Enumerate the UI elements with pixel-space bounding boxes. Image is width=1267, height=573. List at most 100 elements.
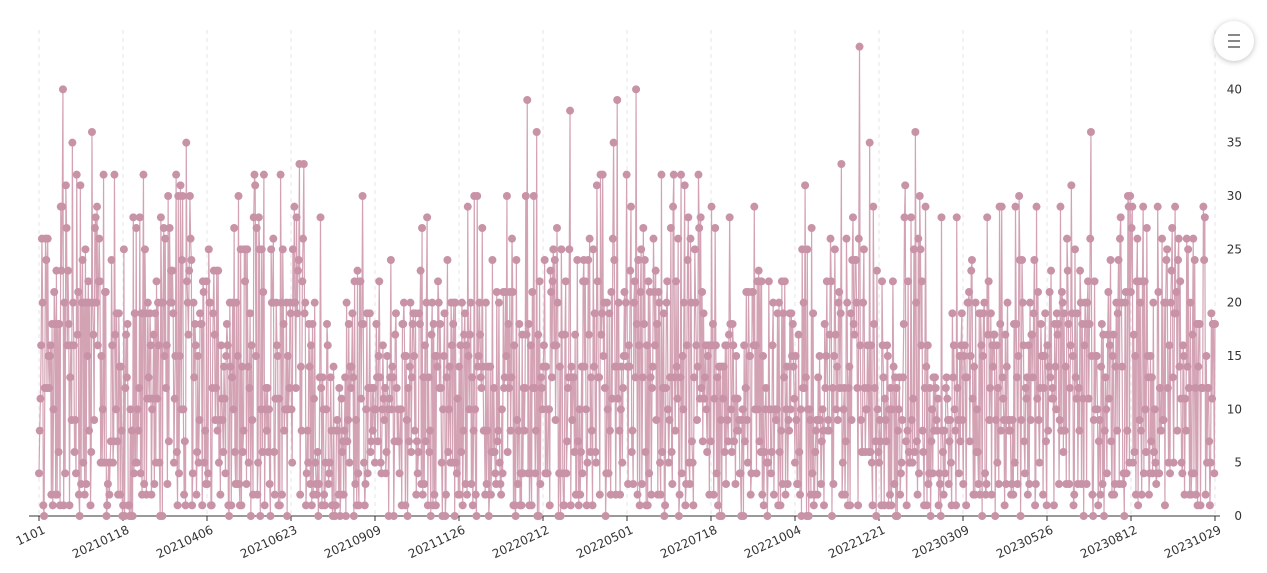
data-point bbox=[1031, 501, 1040, 510]
data-point bbox=[656, 490, 665, 499]
data-point bbox=[1059, 448, 1068, 456]
data-point bbox=[370, 458, 379, 467]
data-point bbox=[127, 426, 136, 435]
data-point bbox=[437, 458, 446, 467]
data-point bbox=[92, 298, 101, 307]
data-point bbox=[73, 330, 82, 339]
data-point bbox=[785, 426, 794, 435]
data-point bbox=[1113, 426, 1122, 435]
data-point bbox=[190, 320, 199, 328]
data-point bbox=[553, 298, 562, 307]
data-point bbox=[714, 501, 723, 510]
data-point bbox=[870, 384, 879, 392]
data-point bbox=[206, 298, 215, 307]
data-point bbox=[745, 352, 754, 360]
data-point bbox=[360, 458, 369, 467]
data-point bbox=[515, 320, 524, 328]
data-point bbox=[1085, 320, 1094, 328]
data-point bbox=[784, 416, 793, 424]
data-point bbox=[556, 512, 565, 520]
data-point bbox=[233, 352, 242, 360]
data-point bbox=[455, 490, 464, 499]
data-point bbox=[657, 170, 666, 179]
data-point bbox=[911, 128, 920, 136]
data-point bbox=[234, 192, 243, 200]
data-point bbox=[323, 320, 332, 328]
data-point bbox=[872, 266, 881, 275]
data-point bbox=[1118, 480, 1127, 488]
data-point bbox=[786, 405, 795, 414]
data-point bbox=[772, 405, 781, 414]
data-point bbox=[787, 309, 796, 318]
data-point bbox=[899, 373, 908, 382]
data-point bbox=[237, 501, 246, 510]
data-point bbox=[424, 373, 433, 382]
data-point bbox=[415, 309, 424, 318]
data-point bbox=[700, 394, 709, 403]
data-point bbox=[618, 458, 627, 467]
data-point bbox=[780, 277, 789, 286]
data-point bbox=[1074, 384, 1083, 392]
x-tick-label: 20231029 bbox=[1162, 523, 1223, 562]
data-point bbox=[700, 373, 709, 382]
data-point bbox=[635, 501, 644, 510]
data-point bbox=[667, 448, 676, 456]
data-point bbox=[856, 416, 865, 424]
data-point bbox=[443, 256, 452, 264]
data-point bbox=[1175, 362, 1184, 371]
data-point bbox=[238, 362, 247, 371]
chart-menu-button[interactable] bbox=[1214, 21, 1254, 61]
data-point bbox=[782, 362, 791, 371]
data-point bbox=[109, 458, 117, 467]
data-point bbox=[1076, 266, 1085, 275]
data-point bbox=[904, 277, 913, 286]
data-point bbox=[149, 330, 158, 339]
data-point bbox=[1166, 469, 1175, 478]
data-point bbox=[1134, 501, 1143, 510]
data-point bbox=[68, 138, 77, 147]
data-point bbox=[416, 266, 425, 275]
data-point bbox=[686, 234, 695, 243]
data-point bbox=[956, 437, 965, 446]
data-point bbox=[1136, 298, 1145, 307]
x-tick-label: 20210909 bbox=[322, 523, 383, 562]
y-tick-label: 40 bbox=[1227, 82, 1242, 96]
data-point bbox=[660, 512, 669, 520]
data-point bbox=[809, 309, 818, 318]
data-point bbox=[1023, 490, 1032, 499]
data-point bbox=[1060, 309, 1069, 318]
data-point bbox=[655, 298, 664, 307]
data-point bbox=[311, 458, 320, 467]
data-point bbox=[896, 469, 905, 478]
data-point bbox=[658, 448, 667, 456]
data-point bbox=[1044, 362, 1053, 371]
data-point bbox=[777, 426, 786, 435]
data-point bbox=[90, 224, 99, 232]
data-point bbox=[325, 458, 334, 467]
data-point bbox=[1202, 352, 1211, 360]
data-point bbox=[820, 320, 829, 328]
data-point bbox=[294, 266, 302, 275]
data-point bbox=[793, 480, 802, 488]
data-point bbox=[1171, 309, 1180, 318]
data-point bbox=[161, 234, 170, 243]
data-point bbox=[959, 480, 968, 488]
data-point bbox=[683, 256, 692, 264]
data-point bbox=[72, 469, 80, 478]
data-point bbox=[603, 405, 612, 414]
data-point bbox=[729, 341, 738, 350]
data-point bbox=[875, 458, 884, 467]
data-point bbox=[894, 405, 903, 414]
data-point bbox=[632, 85, 641, 94]
data-point bbox=[801, 181, 810, 190]
data-point bbox=[182, 138, 191, 147]
data-point bbox=[199, 288, 208, 296]
data-point bbox=[1083, 298, 1092, 307]
data-point bbox=[536, 480, 545, 488]
data-point bbox=[65, 501, 74, 510]
data-point bbox=[183, 298, 192, 307]
data-point bbox=[136, 469, 145, 478]
data-point bbox=[691, 298, 700, 307]
data-point bbox=[592, 458, 601, 467]
data-point bbox=[223, 341, 232, 350]
